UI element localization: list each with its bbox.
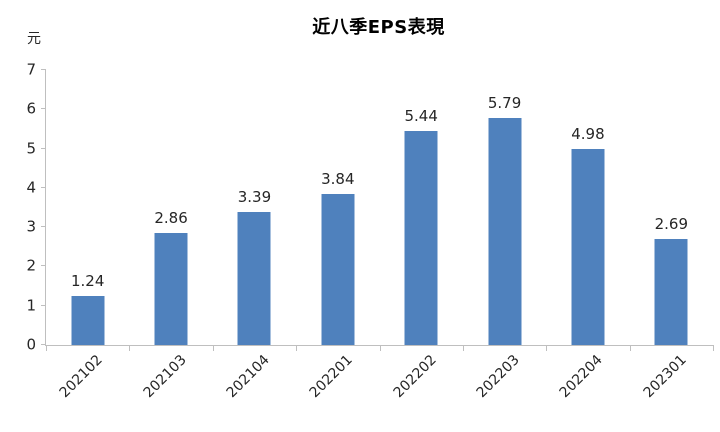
x-axis-label: 202301 <box>640 352 690 402</box>
x-axis-tick <box>129 345 131 351</box>
y-axis-label: 3 <box>26 217 36 236</box>
bar-202102 <box>71 296 105 345</box>
y-axis-tick <box>41 186 46 188</box>
bar-202204 <box>571 149 605 345</box>
x-axis-label: 202103 <box>140 352 190 402</box>
chart-title: 近八季EPS表現 <box>312 17 445 38</box>
bar-202201 <box>321 194 355 345</box>
bar-value-label: 3.84 <box>321 170 355 189</box>
y-axis-tick <box>41 69 46 70</box>
bar-value-label: 2.69 <box>654 215 689 234</box>
x-axis-tick <box>546 345 548 351</box>
y-axis-tick <box>41 344 46 345</box>
x-axis-tick <box>629 345 631 351</box>
plot-area: 0 1 2 3 4 5 6 7 1.24 202102 2.86 202103 3.39 202104 3.… <box>26 62 714 402</box>
y-axis-tick <box>41 304 46 306</box>
y-axis-label: 7 <box>26 60 36 79</box>
x-axis-tick <box>713 345 714 351</box>
x-axis-label: 202202 <box>390 352 440 402</box>
y-axis-tick <box>41 226 46 228</box>
bar-202104 <box>237 211 271 345</box>
y-axis-label: 4 <box>26 178 36 197</box>
category-202104: 3.39 202104 <box>213 70 296 401</box>
bar-202301 <box>654 239 688 345</box>
y-axis-label: 1 <box>26 296 36 315</box>
bar-202202 <box>404 131 438 345</box>
category-202103: 2.86 202103 <box>129 70 212 401</box>
category-202201: 3.84 202201 <box>296 70 379 401</box>
x-axis-tick <box>296 345 298 351</box>
x-axis-label: 202104 <box>223 352 273 402</box>
x-axis-label: 202203 <box>473 352 523 402</box>
x-axis-tick <box>379 345 381 351</box>
bar-value-label: 1.24 <box>70 272 105 291</box>
bar-202203 <box>488 117 522 345</box>
bar-value-label: 5.44 <box>404 107 438 126</box>
x-axis-tick <box>46 345 47 351</box>
bar-202103 <box>154 232 188 345</box>
y-axis-unit-label: 元 <box>27 31 41 47</box>
x-axis-label: 202204 <box>557 352 607 402</box>
x-axis-label: 202102 <box>56 352 107 402</box>
y-axis-label: 0 <box>26 335 36 354</box>
category-202203: 5.79 202203 <box>463 70 546 402</box>
x-axis-tick <box>462 345 464 351</box>
y-axis-tick <box>41 265 46 267</box>
y-axis-tick <box>41 147 46 149</box>
y-axis-tick <box>41 108 46 110</box>
y-axis-label: 6 <box>26 99 36 118</box>
x-axis-tick <box>212 345 214 351</box>
bar-value-label: 3.39 <box>237 187 272 206</box>
category-202202: 5.44 202202 <box>380 70 463 401</box>
category-202301: 2.69 202301 <box>630 70 713 401</box>
bar-value-label: 5.79 <box>487 93 522 112</box>
y-axis-label: 5 <box>26 139 36 158</box>
bar-value-label: 2.86 <box>154 208 188 227</box>
category-202204: 4.98 202204 <box>546 70 629 401</box>
category-202102: 1.24 202102 <box>46 70 129 401</box>
y-axis-label: 2 <box>26 256 36 275</box>
x-axis-label: 202201 <box>307 352 357 402</box>
bar-value-label: 4.98 <box>571 125 605 144</box>
